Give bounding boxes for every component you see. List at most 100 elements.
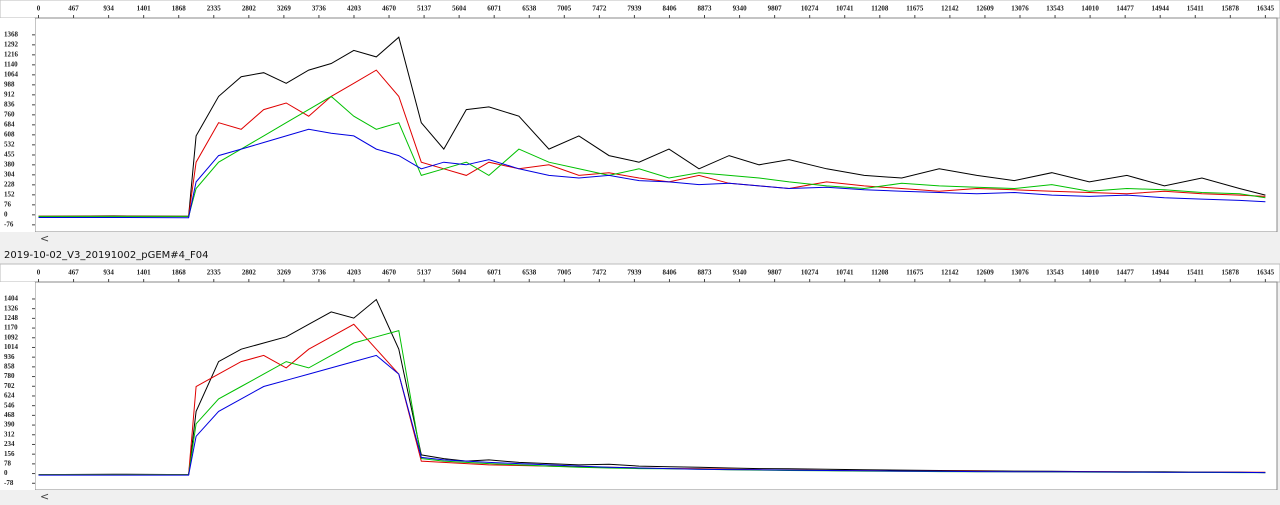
sample-label: 2019-10-02_V3_20191002_pGEM#4_F04 (4, 250, 208, 261)
x-tick-label: 8406 (662, 5, 677, 13)
trace-black (38, 36, 1266, 217)
x-tick-label: 2335 (207, 269, 222, 277)
y-tick-label: -76 (4, 220, 14, 228)
x-tick-label: 1868 (172, 269, 187, 277)
x-tick-label: 11208 (871, 269, 889, 277)
y-tick-label: 304 (4, 170, 15, 178)
x-tick-label: 9807 (768, 269, 783, 277)
x-tick-label: 467 (68, 269, 79, 277)
trace-blue (38, 128, 1266, 219)
y-tick-label: 836 (4, 100, 15, 108)
scroll-left-button[interactable]: < (40, 490, 49, 503)
y-tick-label: 1064 (4, 70, 19, 78)
y-tick-label: 156 (4, 450, 15, 458)
x-tick-label: 10741 (836, 5, 854, 13)
x-tick-label: 2802 (242, 269, 257, 277)
y-tick-label: 0 (4, 210, 8, 218)
x-tick-label: 6538 (522, 269, 537, 277)
x-tick-label: 10274 (801, 5, 819, 13)
y-tick-label: 152 (4, 190, 15, 198)
x-tick-label: 4670 (382, 269, 397, 277)
x-tick-label: 8873 (698, 5, 713, 13)
y-tick-label: 702 (4, 382, 15, 390)
y-tick-label: 1368 (4, 30, 19, 38)
x-tick-label: 3269 (277, 5, 292, 13)
y-tick-label: 380 (4, 160, 15, 168)
y-tick-label: 1170 (4, 324, 18, 332)
x-tick-label: 12609 (976, 5, 994, 13)
x-tick-label: 10274 (801, 269, 819, 277)
x-tick-label: 14944 (1151, 5, 1169, 13)
x-tick-label: 11208 (871, 5, 889, 13)
x-tick-label: 13543 (1046, 269, 1064, 277)
x-tick-label: 12142 (941, 5, 959, 13)
y-tick-label: 912 (4, 90, 15, 98)
x-tick-label: 13076 (1011, 269, 1029, 277)
trace-green (38, 95, 1266, 217)
x-tick-label: 13543 (1046, 5, 1064, 13)
x-tick-label: 6538 (522, 5, 537, 13)
y-tick-label: 234 (4, 440, 15, 448)
x-tick-label: 16345 (1257, 5, 1275, 13)
y-tick-label: 1014 (4, 343, 19, 351)
y-tick-label: 468 (4, 411, 15, 419)
scrollbar (0, 232, 1280, 246)
x-tick-label: 14010 (1081, 269, 1099, 277)
y-tick-label: 684 (4, 120, 15, 128)
x-tick-label: 14477 (1116, 5, 1134, 13)
x-tick-label: 14944 (1151, 269, 1169, 277)
y-tick-label: -78 (4, 479, 14, 487)
x-tick-label: 7472 (592, 269, 607, 277)
x-tick-label: 3736 (312, 269, 327, 277)
x-tick-label: 9340 (733, 5, 748, 13)
y-tick-label: 228 (4, 180, 15, 188)
y-tick-label: 1292 (4, 40, 19, 48)
x-tick-label: 15878 (1222, 269, 1240, 277)
x-tick-label: 12142 (941, 269, 959, 277)
y-axis-strip (0, 18, 35, 232)
x-tick-label: 2335 (207, 5, 222, 13)
x-tick-label: 16345 (1257, 269, 1275, 277)
y-tick-label: 1216 (4, 50, 19, 58)
x-tick-label: 4670 (382, 5, 397, 13)
y-tick-label: 1140 (4, 60, 18, 68)
trace-red (38, 69, 1266, 217)
y-tick-label: 858 (4, 362, 15, 370)
scroll-left-button[interactable]: < (40, 232, 49, 245)
x-tick-label: 5137 (417, 5, 432, 13)
x-tick-label: 7472 (592, 5, 607, 13)
x-tick-label: 8406 (662, 269, 677, 277)
y-tick-label: 78 (4, 459, 12, 467)
x-tick-label: 5604 (452, 269, 467, 277)
x-tick-label: 15411 (1187, 269, 1205, 277)
plot-area (34, 17, 1278, 233)
x-tick-label: 10741 (836, 269, 854, 277)
y-tick-label: 608 (4, 130, 15, 138)
y-tick-label: 1092 (4, 333, 19, 341)
y-tick-label: 1404 (4, 295, 19, 303)
y-tick-label: 312 (4, 430, 15, 438)
x-tick-label: 1868 (172, 5, 187, 13)
y-axis-strip (0, 282, 35, 490)
y-tick-label: 76 (4, 200, 12, 208)
x-tick-label: 11675 (906, 5, 924, 13)
x-tick-label: 8873 (698, 269, 713, 277)
x-tick-label: 15878 (1222, 5, 1240, 13)
x-tick-label: 14477 (1116, 269, 1134, 277)
x-tick-label: 4203 (347, 5, 362, 13)
x-tick-label: 14010 (1081, 5, 1099, 13)
x-tick-label: 4203 (347, 269, 362, 277)
y-tick-label: 624 (4, 392, 15, 400)
x-tick-label: 1401 (137, 269, 152, 277)
y-tick-label: 780 (4, 372, 15, 380)
x-tick-label: 934 (103, 5, 114, 13)
y-tick-label: 455 (4, 151, 15, 159)
y-tick-label: 390 (4, 421, 15, 429)
x-tick-label: 5604 (452, 5, 467, 13)
scrollbar (0, 490, 1280, 504)
y-tick-label: 760 (4, 110, 15, 118)
y-tick-label: 1326 (4, 304, 19, 312)
x-tick-label: 6071 (487, 5, 502, 13)
y-tick-label: 532 (4, 140, 15, 148)
